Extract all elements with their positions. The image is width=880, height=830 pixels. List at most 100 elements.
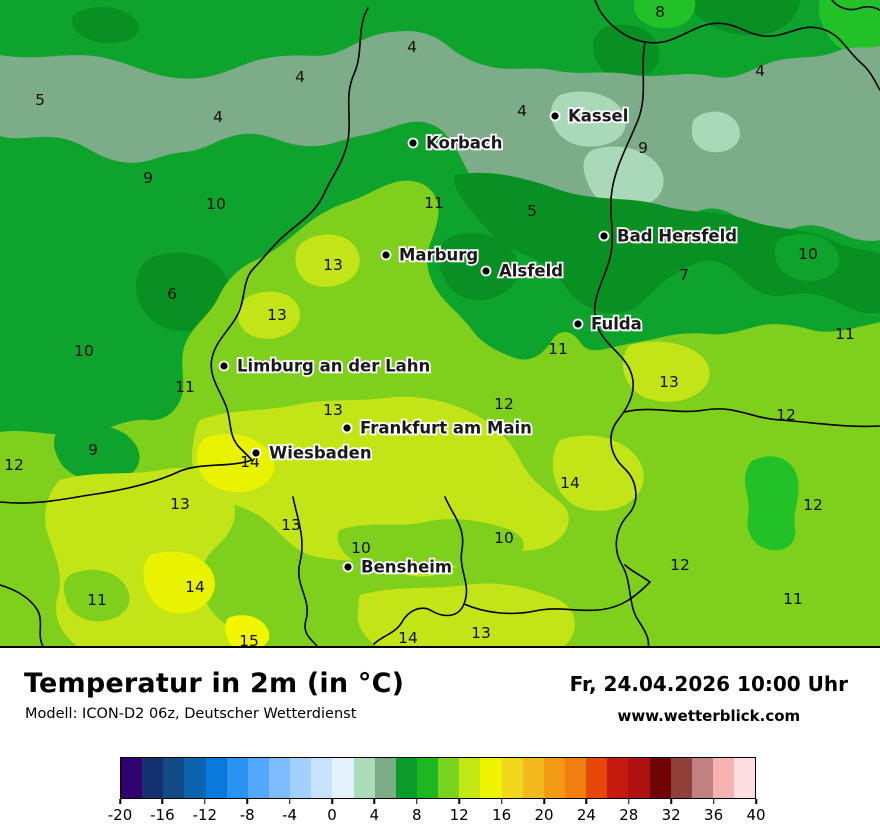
temperature-label: 11: [424, 194, 444, 212]
temperature-map: 8 4 4 4 5 4 4 9 9 10 11 5 10 13 7 6 13 11 11 10 13 11 12 13 12 9 1…: [0, 0, 880, 650]
city-dot-icon: [549, 110, 561, 122]
legend-colorbar: [120, 757, 756, 799]
legend-tick: [119, 799, 121, 804]
temperature-label: 12: [776, 406, 796, 424]
city-marker: Wiesbaden: [250, 442, 373, 464]
temperature-label: 11: [87, 591, 107, 609]
temperature-label: 13: [323, 401, 343, 419]
city-label: Kassel: [568, 107, 628, 126]
city-marker: Frankfurt am Main: [341, 417, 534, 439]
legend-tick: [288, 799, 291, 804]
legend-color-segment: [438, 758, 460, 798]
city-dot-icon: [598, 230, 610, 242]
footer-panel: Temperatur in 2m (in °C) Modell: ICON-D2…: [0, 648, 880, 830]
temperature-label: 9: [88, 441, 98, 459]
temperature-label: 9: [143, 169, 153, 187]
footer-right-block: Fr, 24.04.2026 10:00 Uhr www.wetterblick…: [570, 672, 848, 725]
temperature-label: 13: [659, 373, 679, 391]
temperature-label: 10: [494, 529, 514, 547]
legend-tick: [416, 799, 418, 804]
city-dot-icon: [380, 249, 392, 261]
legend-color-segment: [416, 758, 439, 798]
legend-color-segment: [142, 758, 164, 798]
legend-tick-label: 20: [534, 806, 554, 824]
legend-color-segment: [691, 758, 713, 798]
legend-tick-label: 4: [369, 806, 380, 824]
legend-color-segment: [184, 758, 206, 798]
temperature-label: 5: [527, 202, 537, 220]
legend-color-segment: [226, 758, 248, 798]
city-marker: Kassel: [549, 105, 630, 127]
legend-tick: [458, 799, 460, 804]
legend-color-segment: [353, 758, 375, 798]
temperature-label: 13: [323, 256, 343, 274]
legend-color-segment: [649, 758, 671, 798]
temperature-label: 13: [281, 516, 301, 534]
legend-tick-label: 32: [661, 806, 681, 824]
temperature-label: 13: [471, 624, 491, 642]
city-dot-icon: [480, 265, 492, 277]
map-regions: [0, 0, 880, 648]
legend-axis: -20 -16 -12 -8 -4 0 4 8 12 16 20 24 28 32 36 40: [108, 799, 766, 829]
city-marker: Fulda: [572, 313, 644, 335]
legend-color-segment: [586, 758, 608, 798]
legend-tick-label: 36: [704, 806, 724, 824]
temperature-label: 12: [803, 496, 823, 514]
legend-color-segment: [480, 758, 502, 798]
temperature-label: 12: [4, 456, 24, 474]
temperature-label: 8: [655, 3, 665, 21]
legend-color-segment: [564, 758, 587, 798]
state-borders: [0, 0, 880, 649]
city-marker: Korbach: [407, 132, 504, 154]
city-label: Marburg: [399, 246, 478, 265]
legend-color-segment: [607, 758, 629, 798]
legend-tick: [500, 799, 503, 804]
temperature-label: 6: [167, 285, 177, 303]
legend-color-segment: [522, 758, 544, 798]
legend-tick-label: -8: [239, 806, 255, 824]
city-dot-icon: [572, 318, 584, 330]
city-marker: Bensheim: [342, 556, 454, 578]
temperature-label: 7: [679, 266, 689, 284]
legend-tick-label: -20: [107, 806, 133, 824]
legend-tick-label: 16: [492, 806, 512, 824]
website-url: www.wetterblick.com: [617, 707, 801, 725]
legend-color-segment: [247, 758, 269, 798]
legend-tick: [628, 799, 630, 804]
legend-tick-label: -16: [150, 806, 175, 824]
legend-color-segment: [268, 758, 291, 798]
legend-color-segment: [459, 758, 481, 798]
temperature-label: 4: [295, 68, 305, 86]
city-marker: Alsfeld: [480, 260, 565, 282]
legend-color-segment: [543, 758, 565, 798]
city-label: Limburg an der Lahn: [237, 357, 430, 376]
legend-tick-label: 8: [412, 806, 422, 824]
legend-color-segment: [311, 758, 333, 798]
city-dot-icon: [250, 447, 262, 459]
legend-color-segment: [712, 758, 735, 798]
legend-tick-label: -4: [282, 806, 298, 824]
temperature-label: 14: [398, 629, 418, 647]
temperature-label: 12: [670, 556, 690, 574]
city-marker: Bad Hersfeld: [598, 225, 739, 247]
city-label: Korbach: [426, 134, 502, 153]
legend-tick: [161, 799, 164, 804]
temperature-label: 11: [783, 590, 803, 608]
forecast-datetime: Fr, 24.04.2026 10:00 Uhr: [569, 672, 848, 696]
legend-color-segment: [501, 758, 523, 798]
temperature-label: 4: [213, 108, 223, 126]
city-marker: Limburg an der Lahn: [218, 355, 432, 377]
city-markers: Kassel Korbach Bad Hersfeld Marburg Alsfeld F…: [218, 105, 739, 578]
legend-color-segment: [332, 758, 354, 798]
legend-tick: [331, 799, 333, 804]
temperature-label: 10: [206, 195, 226, 213]
legend-color-segment: [734, 758, 756, 798]
city-label: Bensheim: [361, 558, 452, 577]
legend-tick-label: 40: [746, 806, 766, 824]
city-label: Alsfeld: [499, 262, 563, 281]
map-image: 8 4 4 4 5 4 4 9 9 10 11 5 10 13 7 6 13 11 11 10 13 11 12 13 12 9 1…: [0, 0, 880, 650]
legend-color-segment: [121, 758, 143, 798]
temperature-label: 10: [798, 245, 818, 263]
city-label: Bad Hersfeld: [617, 227, 737, 246]
temperature-label: 11: [548, 340, 568, 358]
